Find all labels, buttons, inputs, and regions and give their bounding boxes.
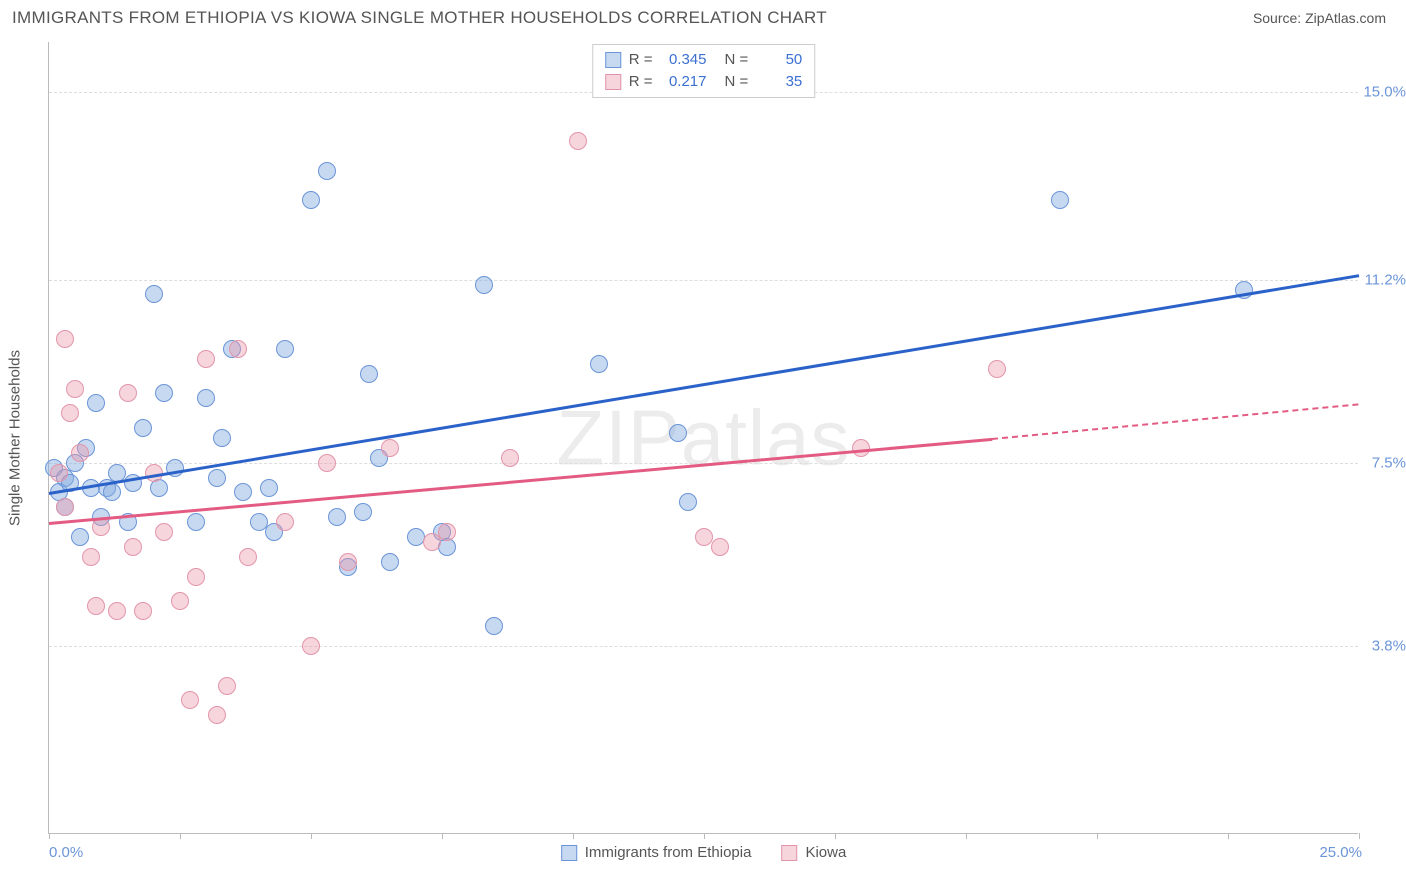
data-point: [339, 553, 357, 571]
data-point: [145, 285, 163, 303]
data-point: [302, 191, 320, 209]
legend-item-series-0: Immigrants from Ethiopia: [561, 844, 752, 861]
data-point: [71, 444, 89, 462]
data-point: [171, 592, 189, 610]
y-axis-title: Single Mother Households: [7, 350, 24, 526]
data-point: [318, 162, 336, 180]
data-point: [87, 394, 105, 412]
x-tick: [180, 833, 181, 839]
data-point: [56, 498, 74, 516]
x-tick: [966, 833, 967, 839]
x-tick: [49, 833, 50, 839]
swatch-series-0: [561, 845, 577, 861]
y-tick-label: 7.5%: [1362, 454, 1406, 471]
data-point: [218, 677, 236, 695]
n-label: N =: [725, 71, 749, 93]
x-tick: [835, 833, 836, 839]
data-point: [276, 340, 294, 358]
data-point: [234, 483, 252, 501]
data-point: [302, 637, 320, 655]
n-value-0: 50: [756, 49, 802, 71]
x-tick: [1359, 833, 1360, 839]
data-point: [1051, 191, 1069, 209]
data-point: [438, 523, 456, 541]
data-point: [134, 419, 152, 437]
data-point: [56, 330, 74, 348]
bottom-legend: Immigrants from Ethiopia Kiowa: [561, 844, 847, 861]
legend-label-0: Immigrants from Ethiopia: [585, 844, 752, 861]
data-point: [260, 479, 278, 497]
legend-label-1: Kiowa: [805, 844, 846, 861]
data-point: [108, 602, 126, 620]
data-point: [197, 350, 215, 368]
x-tick: [1097, 833, 1098, 839]
y-tick-label: 3.8%: [1362, 637, 1406, 654]
x-tick: [573, 833, 574, 839]
data-point: [328, 508, 346, 526]
data-point: [187, 513, 205, 531]
data-point: [475, 276, 493, 294]
data-point: [239, 548, 257, 566]
x-tick: [1228, 833, 1229, 839]
x-axis-max-label: 25.0%: [1319, 844, 1362, 861]
data-point: [155, 523, 173, 541]
data-point: [119, 384, 137, 402]
data-point: [711, 538, 729, 556]
x-tick: [704, 833, 705, 839]
data-point: [124, 538, 142, 556]
data-point: [569, 132, 587, 150]
n-value-1: 35: [756, 71, 802, 93]
x-tick: [311, 833, 312, 839]
data-point: [187, 568, 205, 586]
legend-item-series-1: Kiowa: [781, 844, 846, 861]
data-point: [590, 355, 608, 373]
r-label: R =: [629, 71, 653, 93]
chart-source: Source: ZipAtlas.com: [1253, 10, 1386, 26]
x-axis-min-label: 0.0%: [49, 844, 83, 861]
data-point: [61, 404, 79, 422]
data-point: [229, 340, 247, 358]
data-point: [197, 389, 215, 407]
data-point: [354, 503, 372, 521]
swatch-series-1: [781, 845, 797, 861]
data-point: [87, 597, 105, 615]
data-point: [679, 493, 697, 511]
data-point: [381, 553, 399, 571]
r-label: R =: [629, 49, 653, 71]
data-point: [669, 424, 687, 442]
data-point: [103, 483, 121, 501]
data-point: [208, 706, 226, 724]
data-point: [276, 513, 294, 531]
y-tick-label: 11.2%: [1362, 271, 1406, 288]
data-point: [213, 429, 231, 447]
x-tick: [442, 833, 443, 839]
y-tick-label: 15.0%: [1362, 83, 1406, 100]
data-point: [208, 469, 226, 487]
swatch-series-0: [605, 52, 621, 68]
data-point: [181, 691, 199, 709]
data-point: [71, 528, 89, 546]
data-point: [134, 602, 152, 620]
stats-legend-box: R = 0.345 N = 50 R = 0.217 N = 35: [592, 44, 816, 98]
data-point: [381, 439, 399, 457]
chart-title: IMMIGRANTS FROM ETHIOPIA VS KIOWA SINGLE…: [12, 8, 827, 28]
data-point: [360, 365, 378, 383]
data-point: [485, 617, 503, 635]
swatch-series-1: [605, 74, 621, 90]
chart-plot-area: Single Mother Households ZIPatlas 3.8%7.…: [48, 42, 1358, 834]
data-point: [318, 454, 336, 472]
r-value-0: 0.345: [661, 49, 707, 71]
data-point: [155, 384, 173, 402]
data-point: [423, 533, 441, 551]
data-point: [66, 380, 84, 398]
n-label: N =: [725, 49, 749, 71]
data-point: [82, 548, 100, 566]
data-point: [50, 464, 68, 482]
stats-row-series-0: R = 0.345 N = 50: [605, 49, 803, 71]
data-point: [501, 449, 519, 467]
r-value-1: 0.217: [661, 71, 707, 93]
stats-row-series-1: R = 0.217 N = 35: [605, 71, 803, 93]
data-point: [988, 360, 1006, 378]
